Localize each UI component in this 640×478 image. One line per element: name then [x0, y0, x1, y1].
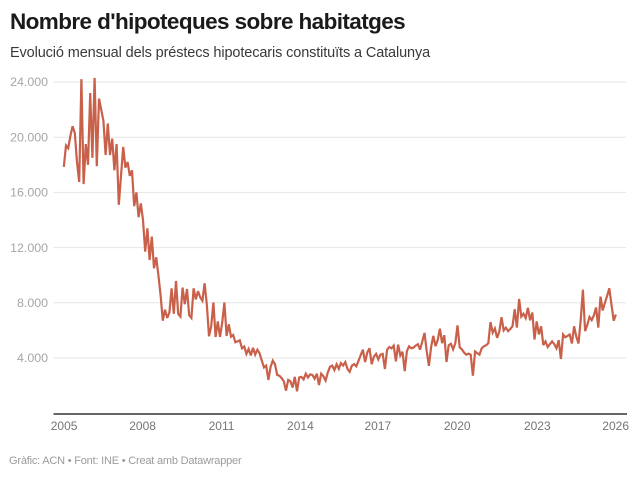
svg-text:2005: 2005	[51, 419, 78, 433]
svg-text:24.000: 24.000	[10, 75, 48, 89]
svg-text:20.000: 20.000	[10, 130, 48, 144]
svg-text:2008: 2008	[129, 419, 156, 433]
svg-text:2020: 2020	[444, 419, 471, 433]
svg-text:2011: 2011	[209, 419, 235, 433]
svg-text:4.000: 4.000	[17, 351, 48, 365]
svg-text:2023: 2023	[524, 419, 551, 433]
svg-text:8.000: 8.000	[17, 296, 48, 310]
svg-text:16.000: 16.000	[10, 186, 48, 200]
svg-text:2014: 2014	[287, 419, 314, 433]
svg-text:12.000: 12.000	[10, 241, 48, 255]
svg-text:2017: 2017	[364, 419, 391, 433]
svg-text:2026: 2026	[602, 419, 629, 433]
